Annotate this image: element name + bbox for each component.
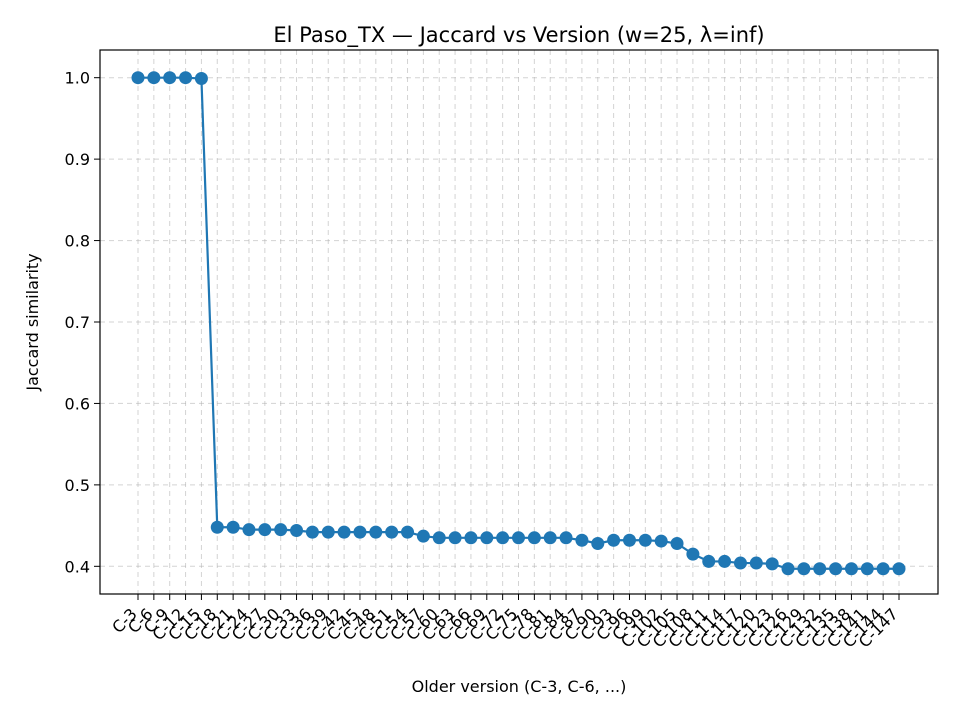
data-point: [194, 72, 208, 86]
data-point: [242, 523, 256, 537]
x-axis-label: Older version (C-3, C-6, ...): [412, 677, 627, 696]
data-point: [892, 562, 906, 576]
data-point: [258, 523, 272, 537]
data-point: [131, 71, 145, 85]
x-axis: C-3C-6C-9C-12C-15C-18C-21C-24C-27C-30C-3…: [108, 594, 902, 651]
data-point: [765, 557, 779, 571]
series-layer: [131, 71, 906, 576]
y-axis: 0.4 0.5 0.6 0.7 0.8 0.9 1.0: [65, 69, 100, 576]
data-point: [321, 525, 335, 539]
data-point: [575, 533, 589, 547]
data-point: [876, 562, 890, 576]
data-point: [718, 554, 732, 568]
data-point: [654, 534, 668, 548]
y-tick-label: 0.8: [65, 232, 90, 251]
data-point: [749, 556, 763, 570]
data-point: [622, 533, 636, 547]
data-point: [797, 562, 811, 576]
data-point: [353, 525, 367, 539]
y-tick-label: 0.4: [65, 557, 90, 576]
data-point: [559, 531, 573, 545]
data-point: [369, 525, 383, 539]
data-point: [147, 71, 161, 85]
data-point: [829, 562, 843, 576]
data-point: [290, 523, 304, 537]
data-point: [210, 520, 224, 534]
chart-title: El Paso_TX — Jaccard vs Version (w=25, λ…: [273, 23, 764, 48]
data-point: [860, 562, 874, 576]
data-point: [464, 531, 478, 545]
data-point: [781, 562, 795, 576]
data-point: [179, 71, 193, 85]
y-axis-label: Jaccard similarity: [23, 253, 42, 391]
y-tick-label: 0.6: [65, 394, 90, 413]
data-point: [686, 547, 700, 561]
data-point: [512, 531, 525, 545]
data-point: [480, 531, 494, 545]
y-tick-label: 0.9: [65, 150, 90, 169]
data-point: [401, 525, 415, 539]
data-point: [527, 531, 541, 545]
grid-layer: [100, 50, 938, 594]
data-point: [226, 520, 240, 534]
data-point: [844, 562, 858, 576]
y-tick-label: 0.7: [65, 313, 90, 332]
data-point: [670, 537, 684, 551]
data-point: [638, 533, 652, 547]
data-point: [813, 562, 827, 576]
data-point: [702, 554, 716, 568]
data-point: [543, 531, 557, 545]
data-point: [385, 525, 399, 539]
data-point: [432, 531, 446, 545]
y-tick-label: 1.0: [65, 69, 90, 88]
data-point: [448, 531, 462, 545]
y-tick-label: 0.5: [65, 476, 90, 495]
data-point: [607, 533, 621, 547]
data-point: [163, 71, 177, 85]
data-point: [337, 525, 351, 539]
data-point: [416, 529, 430, 543]
data-point: [274, 523, 288, 537]
data-point: [496, 531, 510, 545]
data-point: [733, 556, 747, 570]
data-point: [305, 525, 319, 539]
data-point: [591, 537, 605, 551]
